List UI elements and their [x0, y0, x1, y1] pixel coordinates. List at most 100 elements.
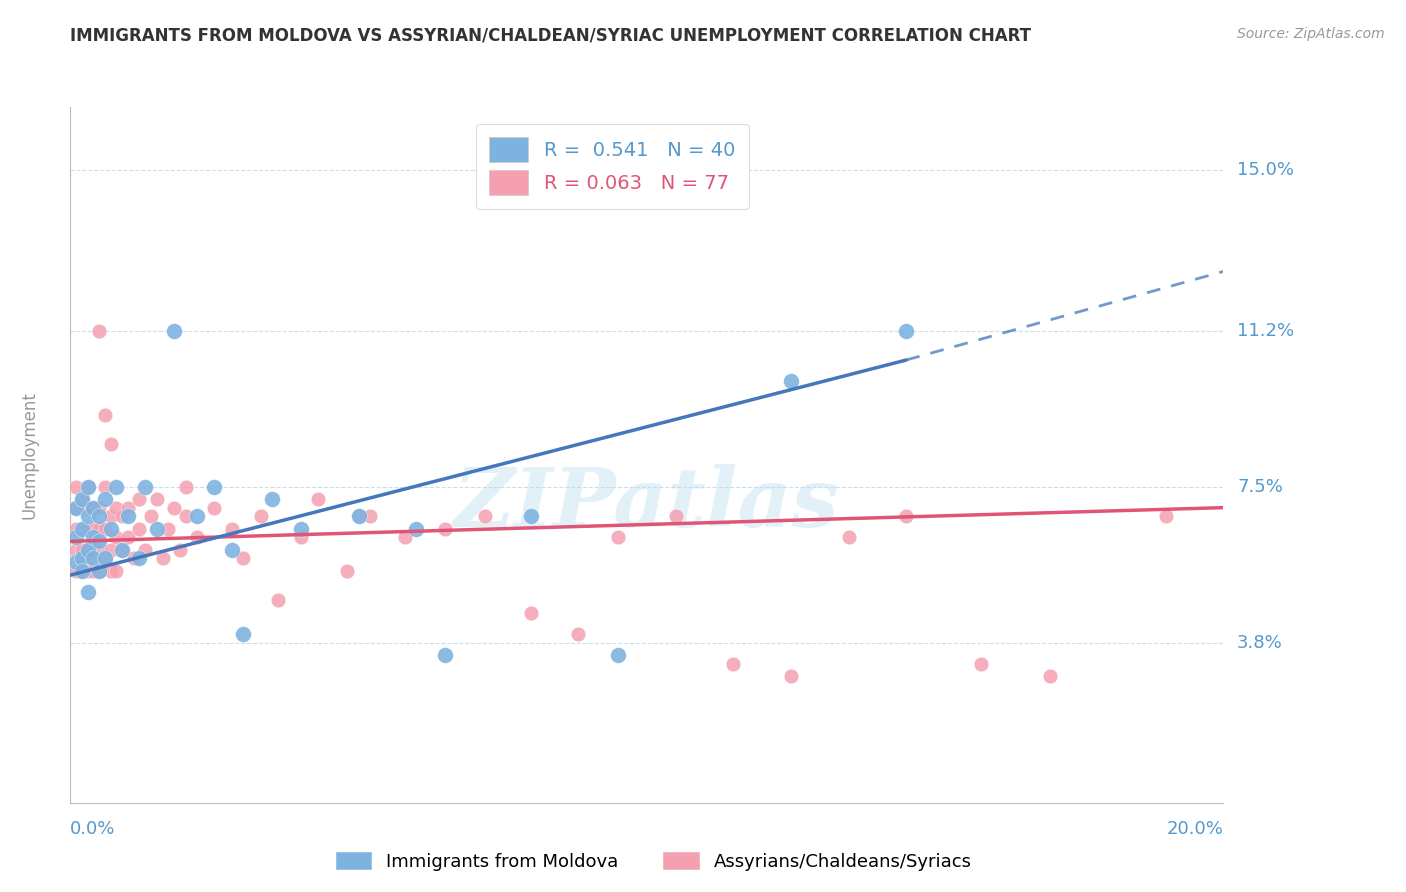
Point [307, 492, 329, 507]
Point [82, 522, 104, 536]
Point [94, 551, 117, 566]
Point [779, 669, 801, 683]
Point [359, 509, 381, 524]
Point [134, 542, 156, 557]
Point [117, 500, 139, 515]
Point [262, 492, 284, 507]
Point [100, 522, 122, 536]
Point [607, 530, 630, 544]
Point [65, 479, 87, 493]
Text: ZIPatlas: ZIPatlas [454, 464, 839, 543]
Point [70, 492, 93, 507]
Point [1039, 669, 1062, 683]
Point [76, 522, 98, 536]
Point [520, 509, 543, 524]
Point [70, 564, 93, 578]
Point [70, 564, 93, 578]
Point [100, 509, 122, 524]
Point [128, 492, 150, 507]
Point [100, 542, 122, 557]
Text: 20.0%: 20.0% [1167, 821, 1223, 838]
Point [105, 564, 128, 578]
Point [134, 479, 156, 493]
Point [65, 542, 87, 557]
Text: 0.0%: 0.0% [70, 821, 115, 838]
Point [76, 509, 98, 524]
Point [87, 542, 111, 557]
Point [105, 479, 128, 493]
Point [232, 551, 254, 566]
Point [76, 542, 98, 557]
Point [152, 551, 174, 566]
Point [204, 479, 226, 493]
Point [117, 530, 139, 544]
Point [70, 522, 93, 536]
Point [394, 530, 416, 544]
Point [94, 522, 117, 536]
Point [970, 657, 993, 671]
Point [894, 509, 917, 524]
Point [70, 522, 93, 536]
Point [76, 479, 98, 493]
Point [779, 374, 801, 388]
Point [70, 551, 93, 566]
Point [82, 500, 104, 515]
Point [838, 530, 860, 544]
Legend: R =  0.541   N = 40, R = 0.063   N = 77: R = 0.541 N = 40, R = 0.063 N = 77 [475, 124, 748, 209]
Point [87, 564, 111, 578]
Point [139, 509, 162, 524]
Point [347, 509, 370, 524]
Text: 3.8%: 3.8% [1237, 633, 1282, 651]
Point [87, 509, 111, 524]
Point [76, 479, 98, 493]
Point [76, 542, 98, 557]
Point [94, 408, 117, 422]
Point [87, 324, 111, 338]
Point [65, 500, 87, 515]
Point [267, 593, 290, 607]
Point [94, 479, 117, 493]
Point [117, 509, 139, 524]
Point [82, 530, 104, 544]
Point [65, 556, 87, 570]
Point [94, 551, 117, 566]
Point [474, 509, 496, 524]
Point [128, 551, 150, 566]
Point [434, 522, 457, 536]
Point [578, 171, 600, 186]
Point [186, 530, 208, 544]
Text: Unemployment: Unemployment [21, 391, 39, 519]
Text: IMMIGRANTS FROM MOLDOVA VS ASSYRIAN/CHALDEAN/SYRIAC UNEMPLOYMENT CORRELATION CHA: IMMIGRANTS FROM MOLDOVA VS ASSYRIAN/CHAL… [70, 27, 1031, 45]
Point [174, 509, 197, 524]
Point [169, 542, 191, 557]
Point [1154, 509, 1177, 524]
Legend: Immigrants from Moldova, Assyrians/Chaldeans/Syriacs: Immigrants from Moldova, Assyrians/Chald… [329, 845, 979, 879]
Point [157, 522, 180, 536]
Point [87, 564, 111, 578]
Point [82, 500, 104, 515]
Text: 11.2%: 11.2% [1237, 321, 1294, 340]
Point [100, 564, 122, 578]
Point [82, 551, 104, 566]
Point [567, 627, 589, 641]
Point [100, 437, 122, 451]
Point [76, 585, 98, 599]
Point [607, 648, 630, 663]
Point [204, 500, 226, 515]
Point [163, 324, 186, 338]
Point [70, 542, 93, 557]
Point [290, 530, 312, 544]
Point [174, 479, 197, 493]
Point [128, 522, 150, 536]
Point [111, 542, 134, 557]
Point [723, 657, 745, 671]
Point [82, 564, 104, 578]
Point [65, 522, 87, 536]
Point [221, 522, 243, 536]
Text: 15.0%: 15.0% [1237, 161, 1294, 179]
Point [290, 522, 312, 536]
Point [87, 522, 111, 536]
Point [87, 500, 111, 515]
Point [336, 564, 359, 578]
Point [105, 500, 128, 515]
